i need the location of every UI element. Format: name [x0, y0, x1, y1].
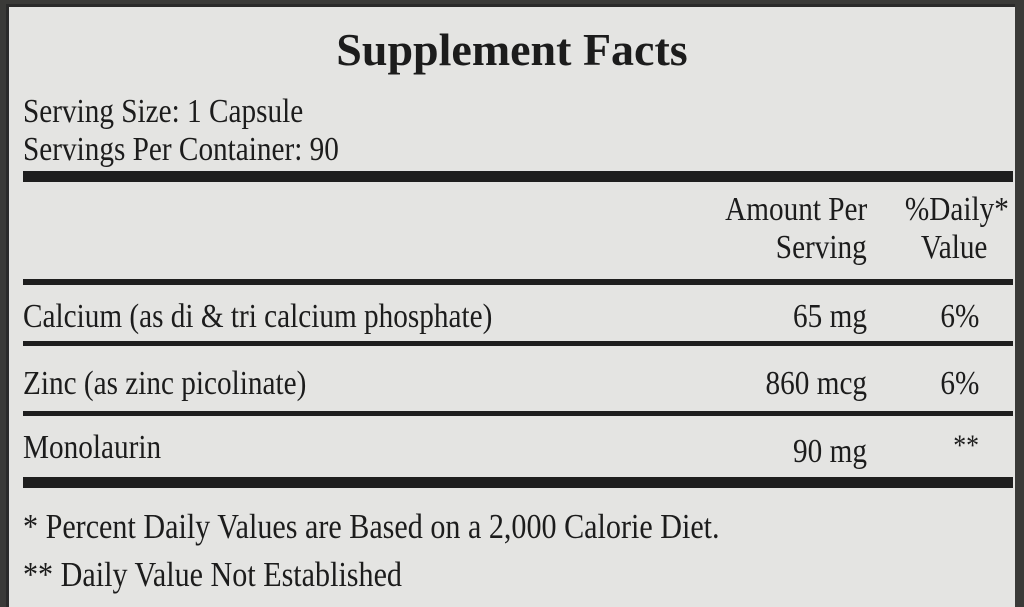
dv-header-line1: %Daily* — [905, 191, 1009, 228]
row-name: Zinc (as zinc picolinate) — [23, 365, 307, 402]
footnote-dv-not-established: ** Daily Value Not Established — [23, 555, 402, 594]
row-dv: 6% — [940, 298, 979, 335]
divider — [23, 279, 1013, 285]
divider-thick — [23, 171, 1013, 182]
amount-header-line2: Serving — [776, 229, 867, 266]
title: Supplement Facts — [336, 24, 688, 75]
row-dv: ** — [953, 429, 979, 462]
servings-per-container: Servings Per Container: 90 — [23, 131, 339, 168]
divider-thick — [23, 477, 1013, 488]
dv-header-line2: Value — [920, 229, 987, 266]
footnote-percent-dv: * Percent Daily Values are Based on a 2,… — [23, 507, 720, 546]
row-name: Monolaurin — [23, 429, 162, 466]
divider — [23, 341, 1013, 346]
serving-size: Serving Size: 1 Capsule — [23, 93, 304, 130]
row-name: Calcium (as di & tri calcium phosphate) — [23, 298, 493, 335]
divider — [23, 411, 1013, 416]
row-amount: 860 mcg — [765, 365, 867, 402]
amount-header-line1: Amount Per — [724, 191, 867, 228]
row-amount: 65 mg — [793, 298, 867, 335]
supplement-facts-label: Supplement Facts Serving Size: 1 Capsule… — [6, 4, 1015, 607]
row-dv: 6% — [940, 365, 979, 402]
row-amount: 90 mg — [793, 433, 867, 470]
